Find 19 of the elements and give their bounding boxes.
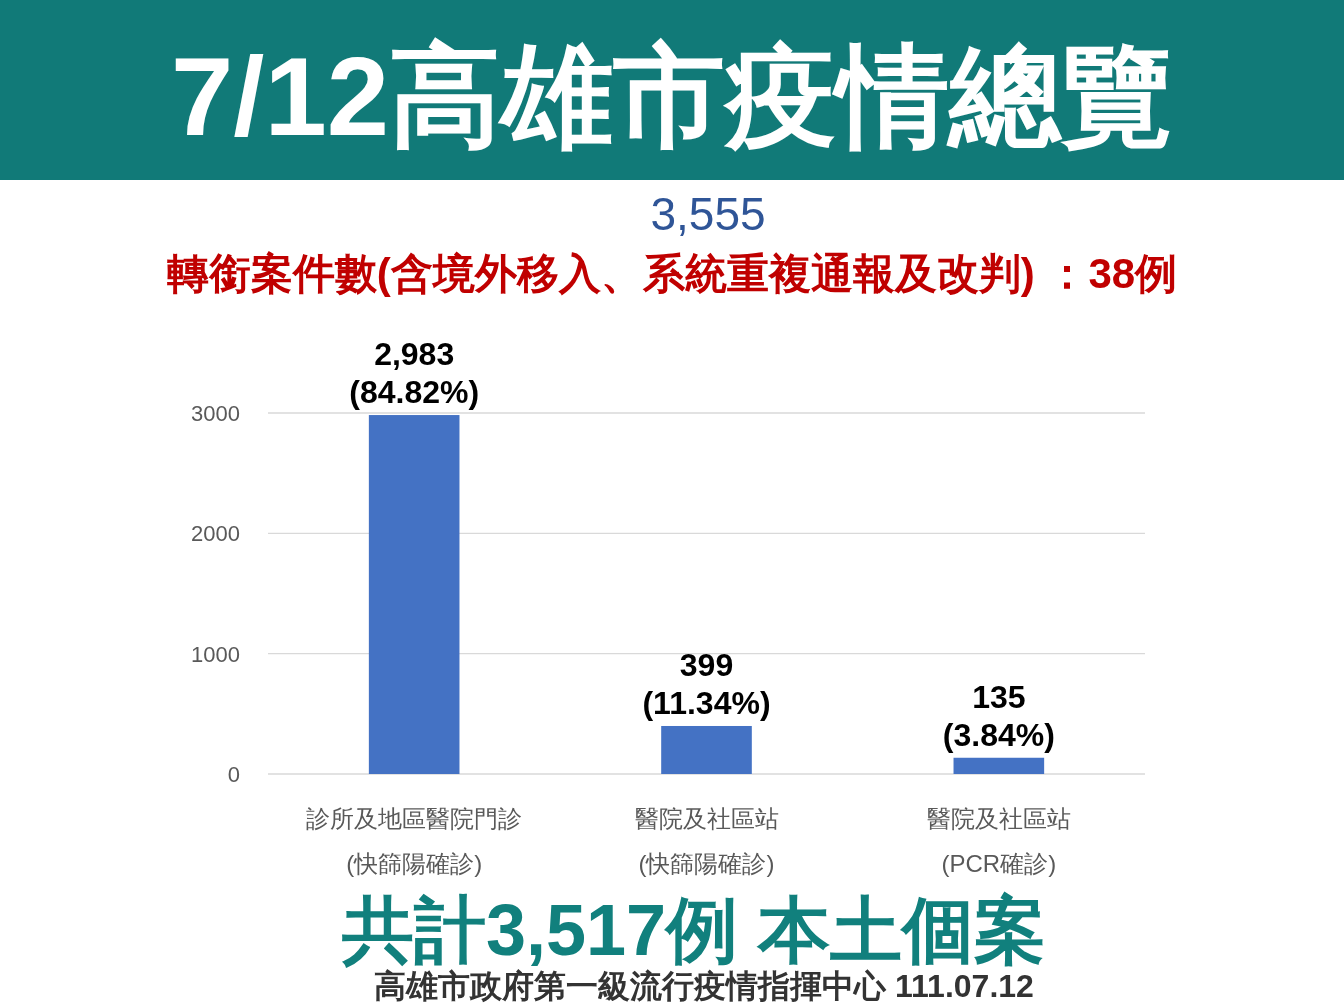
text: 共計3,517例 本土個案 (340, 890, 1047, 970)
y-tick-label: 1000 (191, 641, 240, 667)
y-tick-label: 2000 (191, 521, 240, 547)
text: 高雄市政府第一級流行疫情指揮中心 111.07.12 (374, 968, 1034, 1004)
plot: 0 1000 2000 3000 2,983 (84.82%) 399 (11.34%) 135 (3.84%) 診所及地區醫院門診 (快篩陽確診) 醫院及社區站 (快篩陽確診) 醫院及社區站 (PCR確診) (191, 336, 1146, 877)
bar (953, 757, 1045, 774)
data-label: 399 (11.34%) (642, 646, 771, 721)
text: 3,555 (650, 188, 766, 240)
y-tick-label: 0 (227, 762, 240, 787)
y-tick-label: 3000 (191, 401, 240, 426)
data-label: 135 (3.84%) (942, 678, 1055, 753)
bar (661, 725, 752, 774)
text: 轉銜案件數(含境外移入、系統重複通報及改判) ：38例 (166, 250, 1178, 297)
data-label: 2,983 (84.82%) (349, 336, 480, 411)
x-tick-label: 診所及地區醫院門診 (快篩陽確診) (306, 805, 523, 877)
bar (368, 415, 460, 774)
x-tick-label: 醫院及社區站 (快篩陽確診) (634, 805, 779, 877)
chart-title: 7/12高雄市疫情總覽 (171, 34, 1173, 159)
x-tick-label: 醫院及社區站 (PCR確診) (926, 805, 1071, 877)
